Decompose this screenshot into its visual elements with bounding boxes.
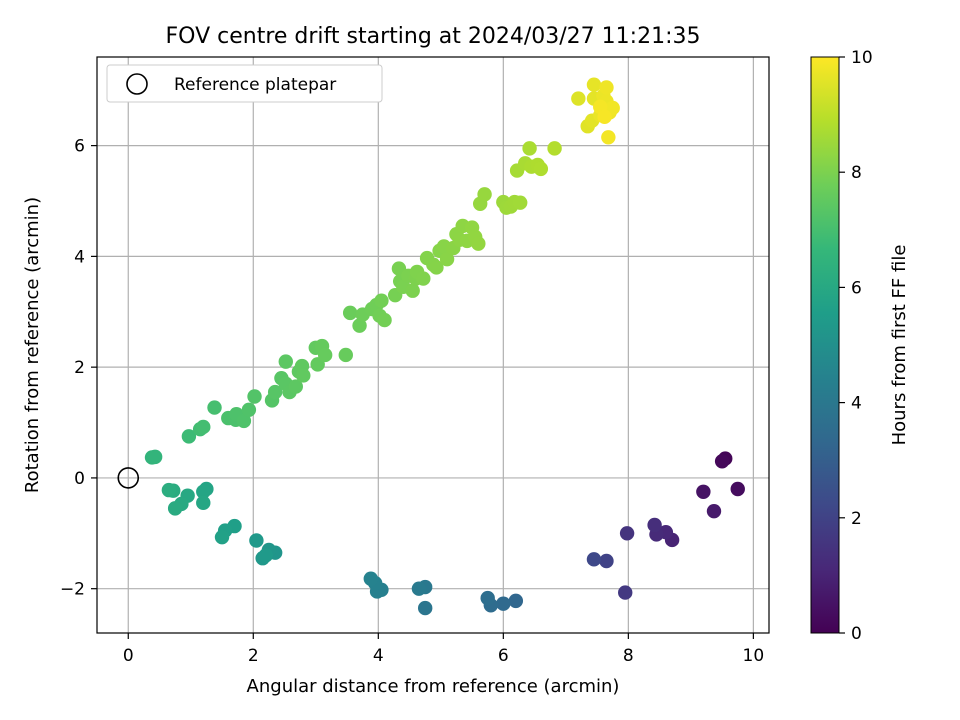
data-point (167, 501, 183, 516)
y-tick-label: −2 (60, 580, 85, 600)
legend-box (106, 64, 383, 103)
data-point (480, 590, 495, 606)
legend-open-circle-icon (126, 73, 148, 95)
data-point (241, 402, 257, 417)
data-point (522, 141, 537, 156)
data-point (147, 449, 163, 465)
data-point (547, 141, 562, 156)
data-points (144, 77, 745, 616)
data-point (533, 161, 549, 177)
data-point (471, 236, 486, 251)
data-point (288, 379, 303, 394)
data-point (429, 260, 444, 275)
data-point (417, 600, 433, 616)
data-point (599, 80, 614, 95)
data-point (586, 552, 602, 567)
data-point (342, 305, 358, 321)
data-point (508, 593, 524, 609)
data-point (363, 571, 379, 586)
data-point (571, 91, 586, 106)
x-tick-label: 10 (743, 646, 765, 666)
x-tick-label: 4 (373, 646, 384, 666)
data-point (601, 130, 616, 145)
data-point (236, 413, 252, 429)
data-point (599, 553, 614, 569)
y-axis-ticks: −2 0 2 4 6 (60, 137, 97, 600)
x-axis-ticks: 0 2 4 6 8 10 (123, 633, 764, 666)
data-point (278, 354, 293, 369)
y-tick-label: 6 (74, 137, 85, 157)
y-tick-label: 4 (74, 247, 85, 267)
data-point (214, 529, 230, 545)
colorbar-tick-label: 10 (851, 48, 873, 68)
data-point (181, 429, 197, 444)
x-tick-label: 0 (123, 646, 134, 666)
data-point (296, 368, 311, 383)
colorbar-tick-label: 4 (851, 394, 862, 414)
data-point (374, 293, 389, 308)
colorbar-ticks: 0 2 4 6 8 10 (839, 48, 873, 644)
data-point (619, 526, 635, 541)
data-point (411, 581, 427, 596)
x-axis-label: Angular distance from reference (arcmin) (247, 676, 620, 697)
chart-title: FOV centre drift starting at 2024/03/27 … (166, 24, 701, 49)
y-tick-label: 0 (74, 469, 85, 489)
colorbar-gradient (810, 56, 840, 634)
data-point (207, 400, 222, 415)
data-point (714, 454, 730, 469)
data-point (247, 389, 262, 404)
data-point (196, 419, 211, 435)
data-point (618, 585, 633, 600)
data-point (597, 109, 612, 125)
data-point (439, 251, 455, 267)
reference-point-marker (117, 467, 140, 489)
legend: Reference platepar (106, 64, 383, 103)
data-point (249, 533, 264, 548)
data-point (496, 596, 511, 611)
legend-label: Reference platepar (174, 75, 336, 95)
x-tick-label: 8 (623, 646, 634, 666)
y-tick-label: 2 (74, 358, 85, 378)
data-point (477, 187, 492, 202)
plot-frame (96, 56, 770, 634)
data-point (317, 347, 333, 363)
colorbar-label: Hours from first FF file (889, 245, 910, 446)
data-point (196, 484, 211, 499)
data-point (258, 548, 273, 563)
colorbar-tick-label: 2 (851, 509, 862, 529)
data-point (267, 384, 283, 400)
data-point (161, 482, 177, 498)
data-point (647, 517, 662, 533)
x-tick-label: 2 (248, 646, 259, 666)
data-point (416, 271, 431, 286)
colorbar-tick-label: 8 (851, 163, 862, 183)
data-point (377, 312, 392, 328)
data-point (696, 484, 711, 499)
data-point (706, 503, 722, 519)
data-point (730, 481, 745, 497)
data-point (338, 347, 353, 363)
data-point (513, 195, 528, 210)
data-point (352, 318, 367, 333)
grid-lines (97, 57, 769, 633)
colorbar: 0 2 4 6 8 10 Hours from first FF file (810, 48, 910, 644)
data-point (586, 77, 602, 92)
data-point (405, 283, 420, 298)
x-tick-label: 6 (498, 646, 509, 666)
colorbar-tick-label: 0 (851, 624, 862, 644)
y-axis-label: Rotation from reference (arcmin) (22, 197, 43, 493)
data-point (196, 495, 211, 511)
colorbar-tick-label: 6 (851, 278, 862, 298)
